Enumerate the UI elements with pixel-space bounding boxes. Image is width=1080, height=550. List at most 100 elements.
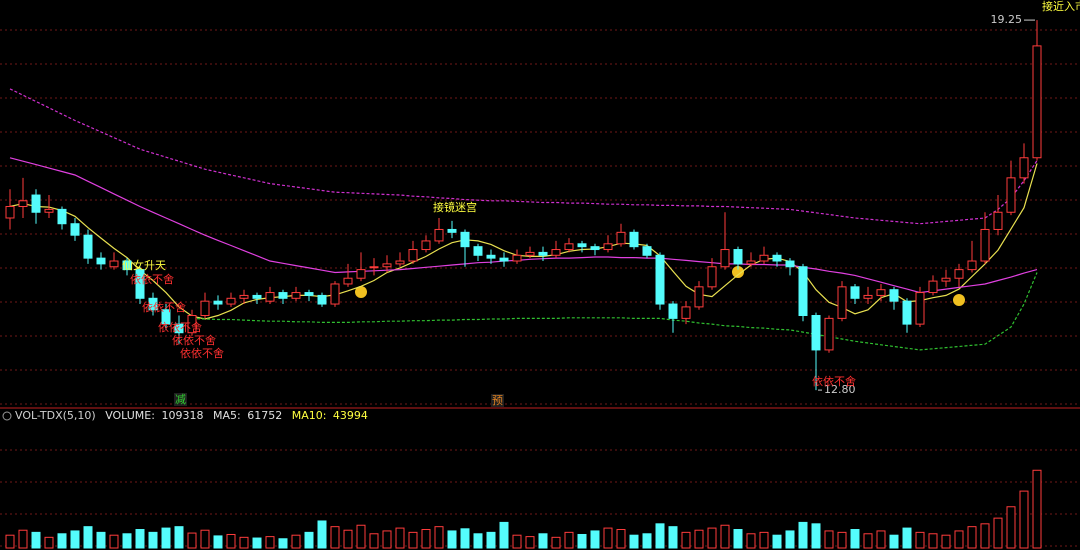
candle-body — [434, 228, 444, 242]
candle-body — [512, 254, 522, 262]
volume-bar — [785, 530, 795, 549]
candle-body — [590, 246, 600, 251]
candle-body — [31, 194, 41, 213]
candle-body — [5, 206, 15, 219]
candle-body — [876, 289, 886, 296]
volume-bar — [434, 526, 444, 549]
candle-body — [213, 300, 223, 305]
volume-bar — [226, 533, 236, 549]
marker-box — [491, 394, 504, 407]
readout-label: MA10: — [292, 409, 327, 422]
candle-body — [1032, 45, 1042, 159]
candle-body — [772, 254, 782, 262]
candle-body — [18, 200, 28, 208]
volume-bar — [5, 534, 15, 549]
candle-body — [850, 286, 860, 299]
volume-bar — [902, 527, 912, 549]
candle-body — [291, 292, 301, 299]
candle-body — [811, 315, 821, 351]
volume-bar — [122, 533, 132, 549]
volume-bar — [642, 533, 652, 549]
candle-body — [1019, 157, 1029, 179]
volume-bar — [616, 529, 626, 549]
candle-body — [200, 300, 210, 317]
candle-body — [226, 297, 236, 305]
volume-bar — [967, 526, 977, 549]
volume-bar — [668, 526, 678, 549]
volume-title: VOL-TDX(5,10) — [15, 409, 96, 422]
volume-bar — [148, 531, 158, 549]
readout-value: 61752 — [247, 409, 282, 422]
volume-bar — [70, 530, 80, 549]
smiley — [732, 266, 744, 278]
annotation: 依依不舍 — [130, 272, 174, 286]
candle-body — [408, 249, 418, 262]
volume-bar — [525, 536, 535, 549]
candle-body — [694, 286, 704, 308]
candle-body — [733, 249, 743, 265]
volume-bar — [460, 528, 470, 549]
candle-body — [343, 277, 353, 285]
volume-bar — [382, 530, 392, 549]
volume-bar — [343, 529, 353, 549]
candle-body — [421, 240, 431, 251]
smiley — [953, 294, 965, 306]
candle-body — [356, 269, 366, 279]
volume-bar — [837, 531, 847, 549]
volume-bar — [889, 534, 899, 549]
volume-bar — [278, 538, 288, 549]
volume-bar — [213, 535, 223, 549]
annotation: 依依不舍 — [812, 374, 856, 388]
volume-bar — [1032, 469, 1042, 549]
volume-bar — [369, 533, 379, 549]
candle-body — [499, 257, 509, 262]
indicator-line — [9, 157, 1038, 294]
readout-label: MA5: — [213, 409, 241, 422]
candle-body — [954, 269, 964, 279]
volume-bar — [252, 537, 262, 549]
indicator-line — [191, 272, 1038, 351]
volume-bar — [44, 536, 54, 549]
volume-bar — [109, 534, 119, 549]
candle-body — [902, 300, 912, 325]
volume-bar — [759, 531, 769, 549]
volume-bar — [330, 526, 340, 549]
annotation: 接镜迷宫 — [433, 200, 477, 214]
candle-body — [538, 251, 548, 256]
candle-body — [616, 231, 626, 245]
volume-bar — [746, 533, 756, 549]
readout-value: 109318 — [161, 409, 203, 422]
volume-bar — [993, 517, 1003, 549]
candle-body — [278, 292, 288, 299]
candle-body — [70, 223, 80, 236]
volume-bar — [863, 533, 873, 549]
candle-body — [603, 243, 613, 251]
candle-body — [785, 260, 795, 268]
candle-body — [915, 292, 925, 325]
candle-body — [564, 243, 574, 251]
smiley — [355, 286, 367, 298]
marker-box — [174, 393, 187, 406]
candle-body — [122, 260, 132, 271]
indicator-line — [9, 163, 1038, 320]
volume-bar — [824, 530, 834, 549]
volume-bar — [733, 529, 743, 549]
high-label: 19.25 — [991, 13, 1023, 26]
candle-body — [681, 306, 691, 319]
volume-bar — [31, 531, 41, 549]
annotation: 接近入市 — [1042, 0, 1080, 13]
volume-bar — [96, 531, 106, 549]
smiley-icons — [355, 266, 965, 306]
volume-bar — [980, 523, 990, 549]
volume-bar — [876, 530, 886, 549]
candle-body — [395, 260, 405, 265]
volume-bar — [57, 533, 67, 549]
volume-bar — [564, 531, 574, 549]
candle-body — [941, 277, 951, 282]
volume-bar — [551, 536, 561, 549]
volume-bar — [798, 521, 808, 549]
annotation: 仙女升天 — [122, 258, 166, 272]
volume-bar — [447, 530, 457, 549]
